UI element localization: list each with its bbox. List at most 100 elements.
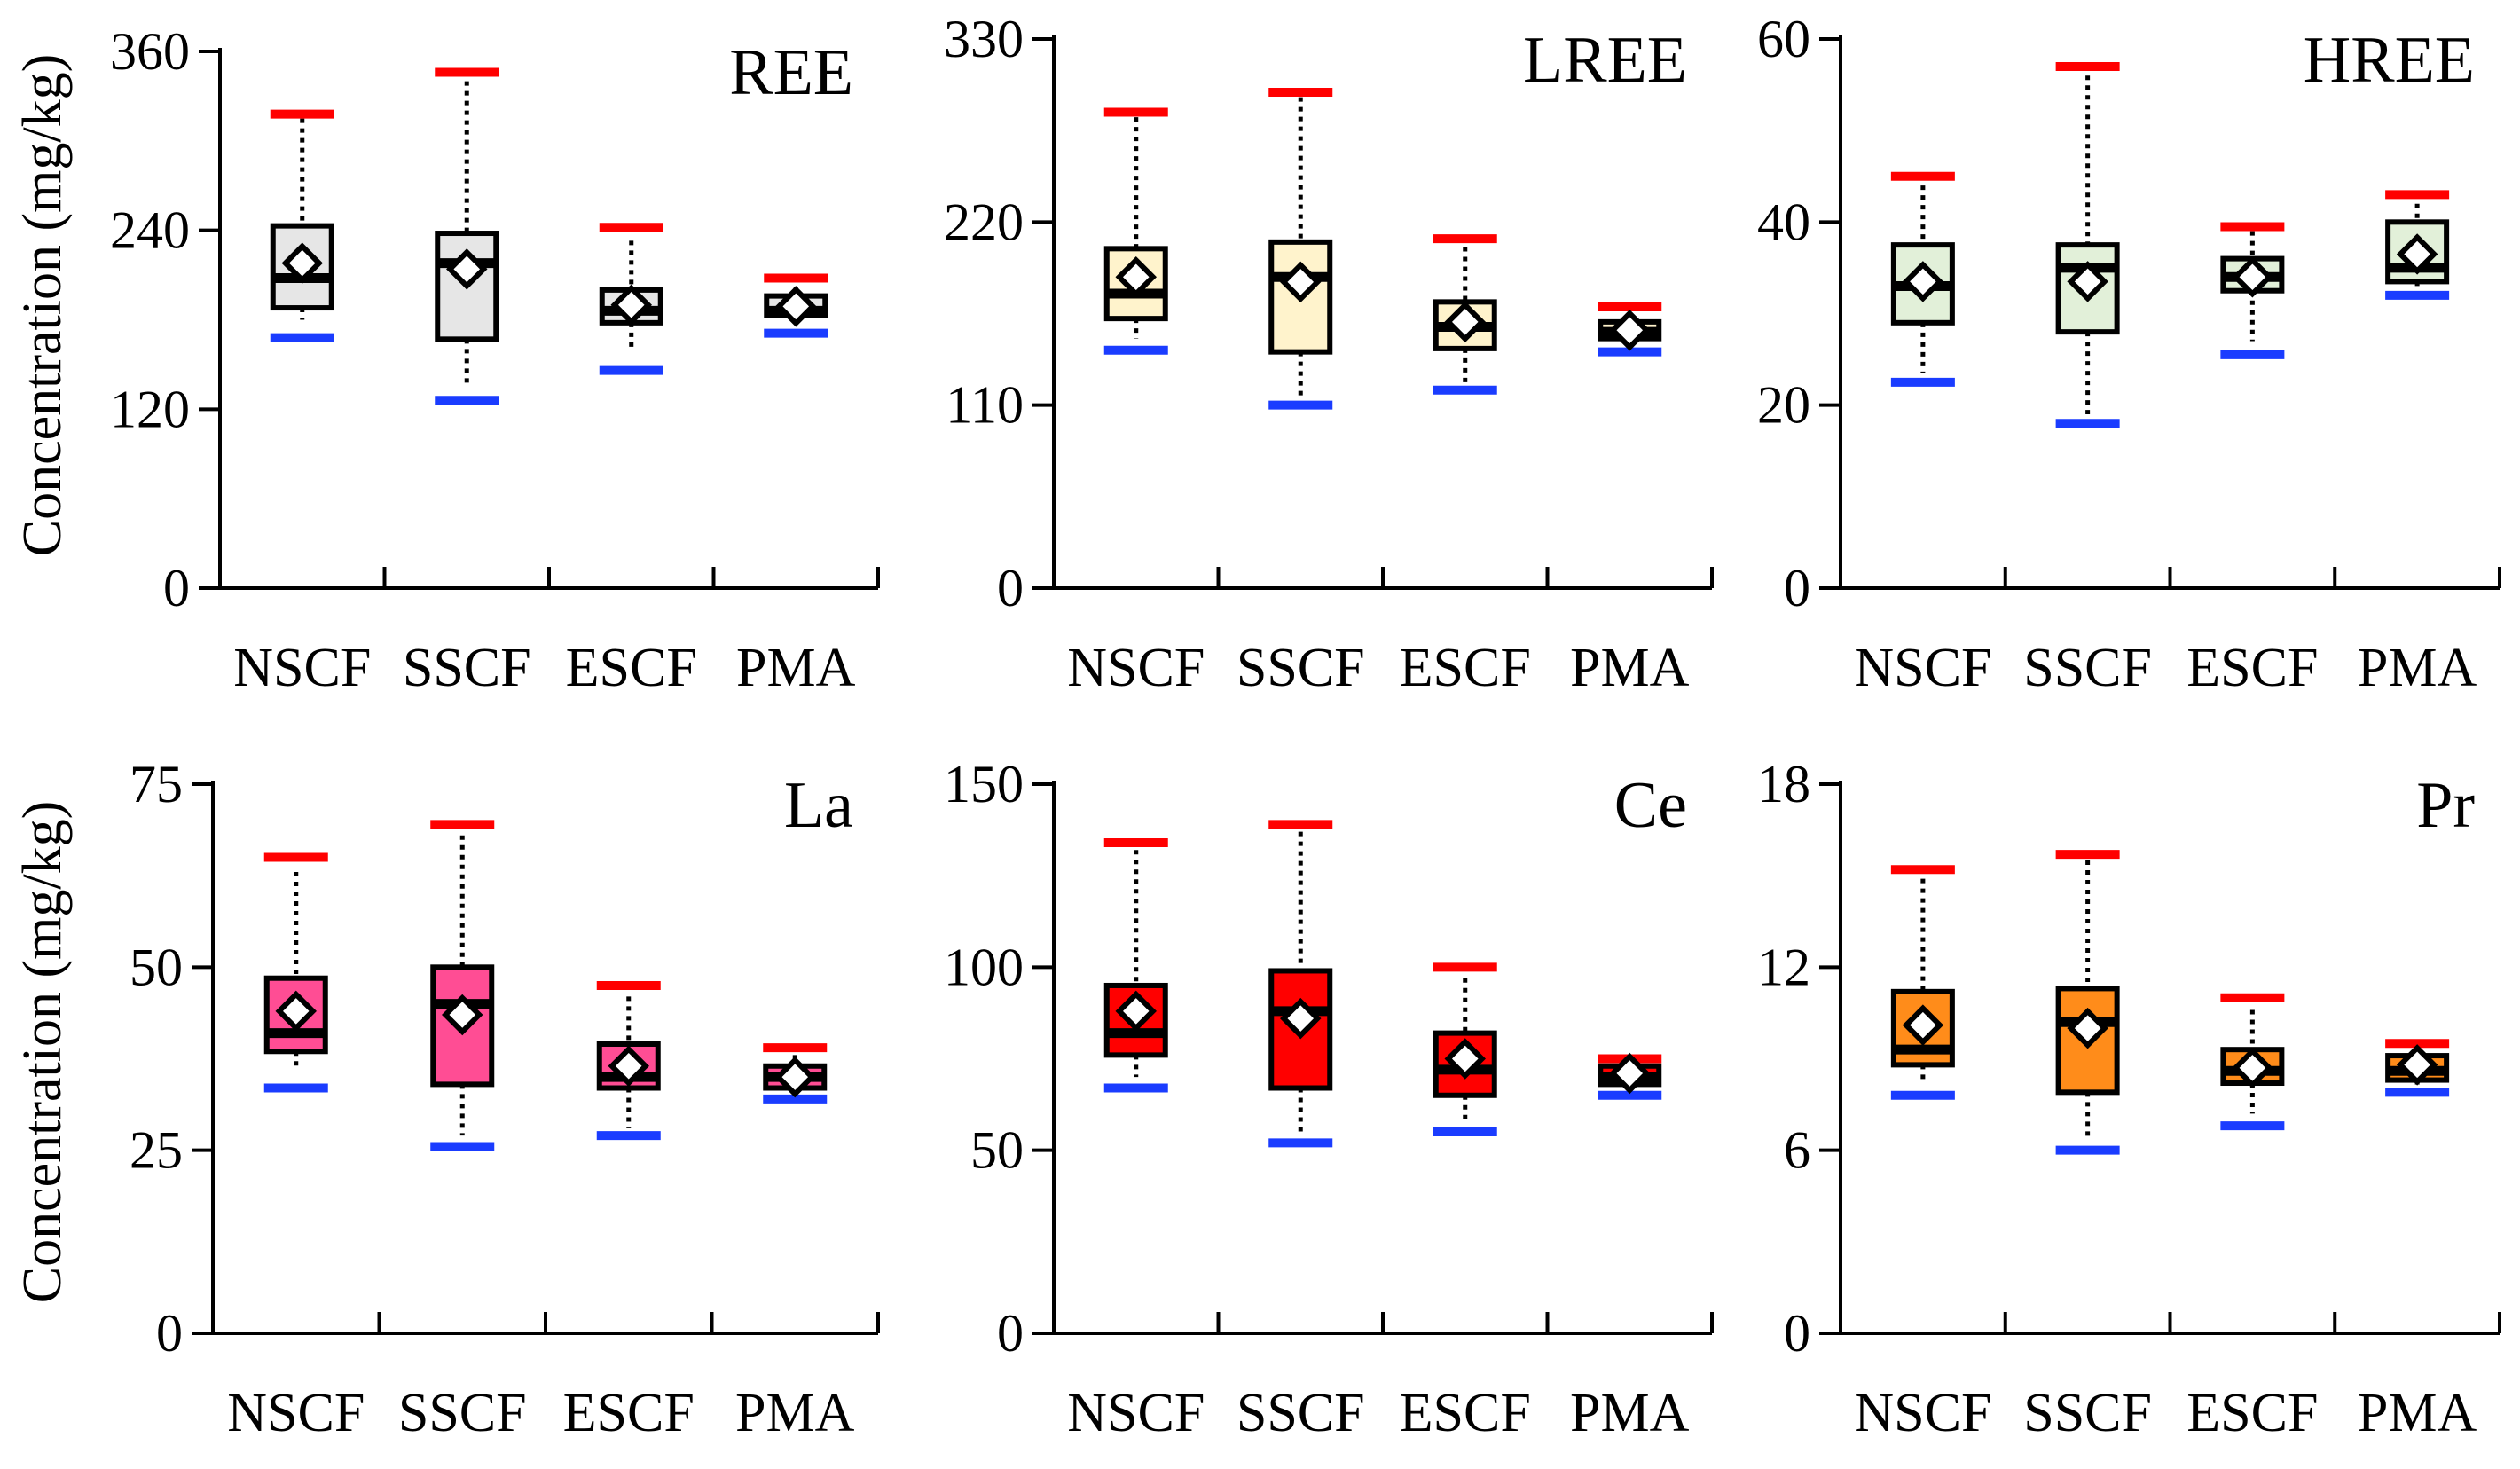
mean-marker <box>774 1056 816 1098</box>
box-escf <box>596 980 661 1141</box>
panel-lree: 0 110 220 330 NSCF SSCF ESCF PMA LREE <box>944 10 1714 698</box>
panel-hree: 0 20 40 60 NSCF SSCF ESCF PMA HREE <box>1757 10 2501 698</box>
x-category-label: ESCF <box>1400 638 1531 698</box>
mean-marker <box>2396 233 2438 275</box>
mean-marker <box>608 1045 649 1087</box>
x-category-label: SSCF <box>398 1383 527 1443</box>
x-category-label: ESCF <box>2186 1383 2318 1443</box>
box-pma <box>1598 302 1662 357</box>
mean-marker <box>1280 261 1322 303</box>
y-tick-label: 50 <box>130 938 183 996</box>
mean-marker <box>275 990 317 1033</box>
panel-title: HREE <box>2304 24 2475 97</box>
y-tick-label: 0 <box>156 1304 183 1363</box>
y-tick-label: 100 <box>944 938 1024 996</box>
mean-marker <box>2232 255 2273 298</box>
y-tick-label: 75 <box>130 755 183 813</box>
y-tick-label: 0 <box>1784 559 1810 617</box>
y-axis-title-bottom: Concentration (mg/kg) <box>12 801 73 1303</box>
y-tick-label: 18 <box>1757 755 1810 813</box>
mean-marker <box>1115 990 1157 1033</box>
box-sscf <box>1268 88 1333 410</box>
panel-pr: 0 6 12 18 NSCF SSCF ESCF PMA Pr <box>1757 755 2501 1443</box>
y-tick-label: 220 <box>944 192 1024 251</box>
mean-marker <box>442 994 483 1036</box>
mean-marker <box>2067 261 2108 302</box>
box-escf <box>2220 222 2285 359</box>
box-escf <box>1433 234 1497 395</box>
box-escf <box>2220 993 2285 1131</box>
x-category-label: SSCF <box>403 638 531 698</box>
mean-marker <box>2232 1047 2273 1089</box>
x-category-label: SSCF <box>1236 638 1365 698</box>
x-category-label: NSCF <box>1067 638 1205 698</box>
box-sscf <box>2055 850 2120 1155</box>
x-category-label: PMA <box>1570 638 1690 698</box>
panel-title: LREE <box>1523 24 1687 97</box>
panel-ree: 0 120 240 360 NSCF SSCF ESCF PMA REE <box>110 22 880 698</box>
y-tick-label: 50 <box>970 1121 1024 1180</box>
y-tick-label: 110 <box>946 376 1024 435</box>
x-category-label: PMA <box>2358 1383 2477 1443</box>
y-tick-label: 330 <box>944 10 1024 68</box>
box-sscf <box>1268 820 1333 1148</box>
y-tick-label: 0 <box>997 1304 1024 1363</box>
box-sscf <box>435 67 499 405</box>
y-tick-label: 40 <box>1757 192 1810 251</box>
x-category-label: ESCF <box>566 638 697 698</box>
x-category-label: PMA <box>736 638 856 698</box>
mean-marker <box>1115 255 1157 298</box>
mean-marker <box>1609 310 1651 351</box>
panel-title: La <box>784 769 853 842</box>
x-category-label: PMA <box>1570 1383 1690 1443</box>
y-axis-title-top: Concentration (mg/kg) <box>12 54 73 556</box>
y-tick-label: 360 <box>110 22 190 81</box>
box-nscf <box>1890 171 1955 387</box>
y-tick-label: 6 <box>1784 1121 1810 1180</box>
x-category-label: SSCF <box>1236 1383 1365 1443</box>
box-pma <box>2385 1039 2450 1097</box>
mean-marker <box>1280 997 1322 1040</box>
box-sscf <box>2055 61 2120 428</box>
x-category-label: NSCF <box>1067 1383 1205 1443</box>
x-category-label: PMA <box>735 1383 855 1443</box>
mean-marker <box>610 284 652 326</box>
box-pma <box>1598 1052 1662 1100</box>
y-tick-label: 60 <box>1757 10 1810 68</box>
x-category-label: PMA <box>2358 638 2477 698</box>
mean-marker <box>1444 1038 1486 1080</box>
mean-marker <box>1609 1052 1651 1095</box>
mean-marker <box>1902 261 1944 302</box>
box-pma <box>2385 190 2450 300</box>
mean-marker <box>1444 301 1486 343</box>
mean-marker <box>2396 1044 2438 1086</box>
x-category-label: ESCF <box>1400 1383 1531 1443</box>
x-category-label: NSCF <box>233 638 371 698</box>
box-escf <box>599 223 663 375</box>
box-nscf <box>1103 107 1168 355</box>
box-nscf <box>270 109 334 342</box>
box-pma <box>764 273 828 338</box>
x-category-label: ESCF <box>2186 638 2318 698</box>
y-tick-label: 0 <box>163 559 190 617</box>
mean-marker <box>446 248 488 290</box>
box-nscf <box>1103 838 1168 1093</box>
x-category-label: SSCF <box>2023 638 2152 698</box>
panel-title: REE <box>729 36 853 109</box>
mean-marker <box>775 286 817 327</box>
mean-marker <box>281 242 323 284</box>
box-pma <box>763 1043 828 1104</box>
iqr-box <box>2055 242 2120 335</box>
box-nscf <box>1890 865 1955 1100</box>
box-escf <box>1433 962 1497 1137</box>
x-category-label: NSCF <box>227 1383 365 1443</box>
box-sscf <box>430 820 495 1151</box>
y-tick-label: 12 <box>1757 938 1810 996</box>
y-tick-label: 20 <box>1757 376 1810 435</box>
y-tick-label: 120 <box>110 380 190 438</box>
y-tick-label: 240 <box>110 201 190 260</box>
panel-ce: 0 50 100 150 NSCF SSCF ESCF PMA Ce <box>944 755 1714 1443</box>
x-category-label: NSCF <box>1854 1383 1991 1443</box>
y-tick-label: 0 <box>997 559 1024 617</box>
